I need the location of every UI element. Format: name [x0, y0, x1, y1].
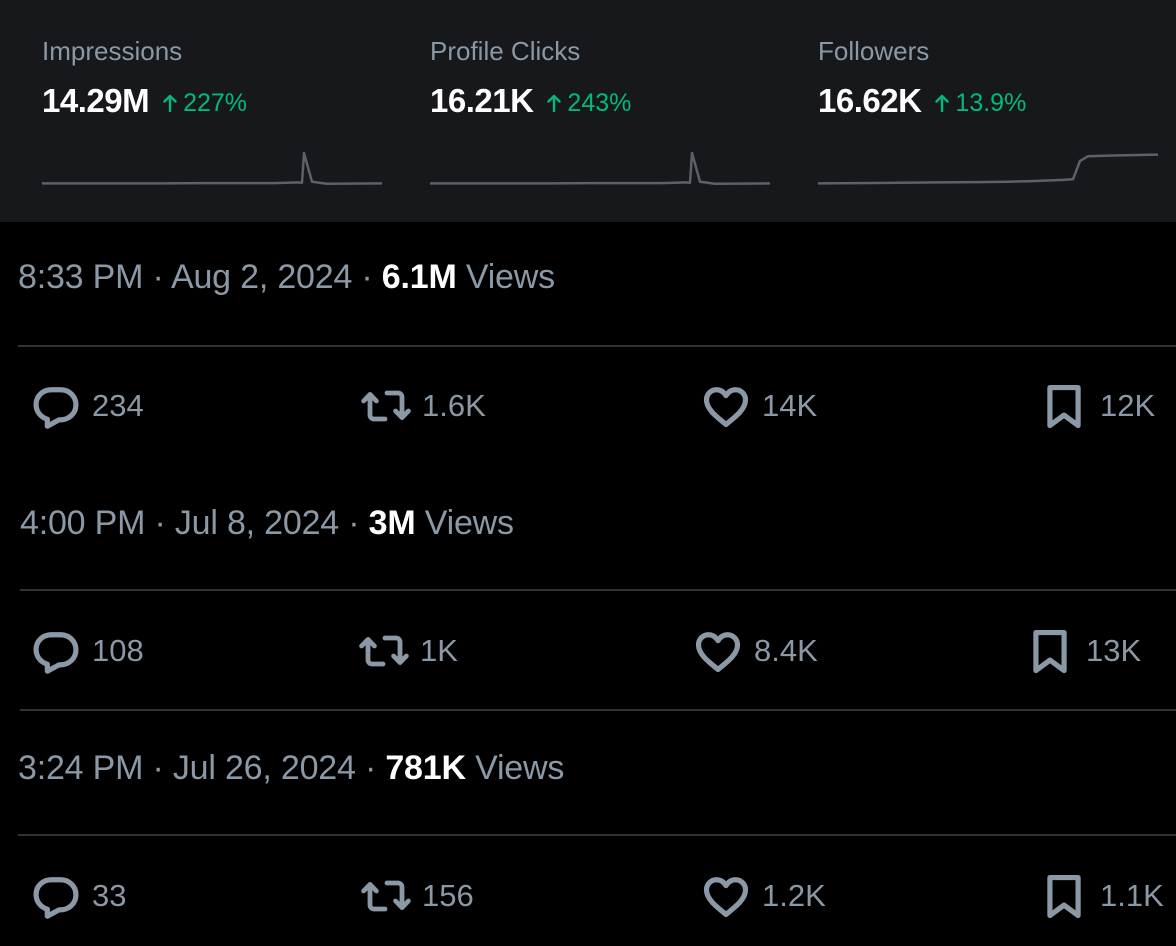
- stat-value-row: 14.29M 227%: [42, 82, 247, 120]
- stat-change: 243%: [547, 89, 631, 118]
- like-button[interactable]: 1.2K: [700, 870, 826, 922]
- bookmark-button[interactable]: 12K: [1038, 380, 1155, 432]
- repost-icon: [360, 870, 412, 922]
- reply-icon: [30, 380, 82, 432]
- stat-change-value: 243%: [567, 88, 632, 117]
- post-views-count[interactable]: 781K: [385, 749, 466, 787]
- bookmark-icon: [1038, 380, 1090, 432]
- stat-change: 13.9%: [935, 89, 1026, 118]
- repost-icon: [360, 380, 412, 432]
- arrow-up-icon: [935, 94, 950, 112]
- stat-value-row: 16.62K 13.9%: [818, 82, 1026, 120]
- heart-icon: [700, 380, 752, 432]
- reply-icon: [30, 870, 82, 922]
- post-date[interactable]: Jul 26, 2024: [172, 749, 356, 787]
- stat-value: 16.21K: [430, 82, 534, 119]
- repost-count: 1K: [420, 633, 458, 668]
- stat-change: 227%: [163, 89, 247, 118]
- stat-value: 16.62K: [818, 82, 922, 119]
- stat-sparkline: [818, 153, 1159, 185]
- analytics-stats-panel: Impressions 14.29M 227% Profile Clicks 1…: [0, 0, 1176, 222]
- reply-count: 234: [92, 388, 144, 423]
- repost-button[interactable]: 1K: [358, 625, 458, 677]
- reply-count: 108: [92, 633, 144, 668]
- post-date[interactable]: Aug 2, 2024: [170, 258, 353, 296]
- bookmark-button[interactable]: 13K: [1024, 625, 1141, 677]
- heart-icon: [700, 870, 752, 922]
- arrow-up-icon: [547, 94, 562, 112]
- bookmark-count: 12K: [1100, 388, 1156, 423]
- stat-sparkline: [42, 151, 383, 185]
- stat-impressions[interactable]: Impressions 14.29M 227%: [42, 0, 387, 222]
- reply-button[interactable]: 108: [30, 625, 144, 677]
- reply-icon: [30, 625, 82, 677]
- stat-value-row: 16.21K 243%: [430, 82, 631, 120]
- bookmark-count: 13K: [1086, 633, 1142, 668]
- stat-profile-clicks[interactable]: Profile Clicks 16.21K 243%: [430, 0, 775, 222]
- reply-count: 33: [92, 878, 127, 913]
- post-views-count[interactable]: 6.1M: [381, 258, 457, 296]
- stat-sparkline: [430, 151, 771, 185]
- post-time[interactable]: 4:00 PM: [20, 504, 146, 542]
- stat-label: Followers: [818, 36, 930, 66]
- post-time[interactable]: 8:33 PM: [18, 258, 144, 296]
- stat-value: 14.29M: [42, 82, 150, 119]
- post-meta: 3:24 PM · Jul 26, 2024 · 781K Views: [18, 749, 565, 787]
- post-views-label: Views: [424, 504, 514, 542]
- repost-count: 156: [422, 878, 474, 913]
- stat-label: Impressions: [42, 36, 183, 66]
- post-views-label: Views: [465, 258, 555, 296]
- bookmark-count: 1.1K: [1100, 878, 1164, 913]
- stat-change-value: 13.9%: [955, 88, 1027, 117]
- stat-change-value: 227%: [183, 88, 248, 117]
- post-time[interactable]: 3:24 PM: [18, 749, 144, 787]
- divider: [18, 834, 1176, 836]
- post-meta: 8:33 PM · Aug 2, 2024 · 6.1M Views: [18, 258, 555, 296]
- bookmark-icon: [1024, 625, 1076, 677]
- divider: [20, 709, 1176, 711]
- like-button[interactable]: 14K: [700, 380, 817, 432]
- post-meta: 4:00 PM · Jul 8, 2024 · 3M Views: [20, 504, 514, 542]
- reply-button[interactable]: 33: [30, 870, 126, 922]
- post-views-label: Views: [475, 749, 565, 787]
- repost-button[interactable]: 1.6K: [360, 380, 486, 432]
- like-count: 14K: [762, 388, 818, 423]
- repost-icon: [358, 625, 410, 677]
- repost-button[interactable]: 156: [360, 870, 474, 922]
- post-views-count[interactable]: 3M: [368, 504, 416, 542]
- divider: [18, 345, 1176, 347]
- like-count: 8.4K: [754, 633, 818, 668]
- like-button[interactable]: 8.4K: [692, 625, 818, 677]
- divider: [20, 589, 1176, 591]
- like-count: 1.2K: [762, 878, 826, 913]
- stat-followers[interactable]: Followers 16.62K 13.9%: [818, 0, 1163, 222]
- post-date[interactable]: Jul 8, 2024: [174, 504, 340, 542]
- repost-count: 1.6K: [422, 388, 486, 423]
- bookmark-icon: [1038, 870, 1090, 922]
- reply-button[interactable]: 234: [30, 380, 144, 432]
- arrow-up-icon: [163, 94, 177, 112]
- bookmark-button[interactable]: 1.1K: [1038, 870, 1164, 922]
- heart-icon: [692, 625, 744, 677]
- stat-label: Profile Clicks: [430, 36, 581, 66]
